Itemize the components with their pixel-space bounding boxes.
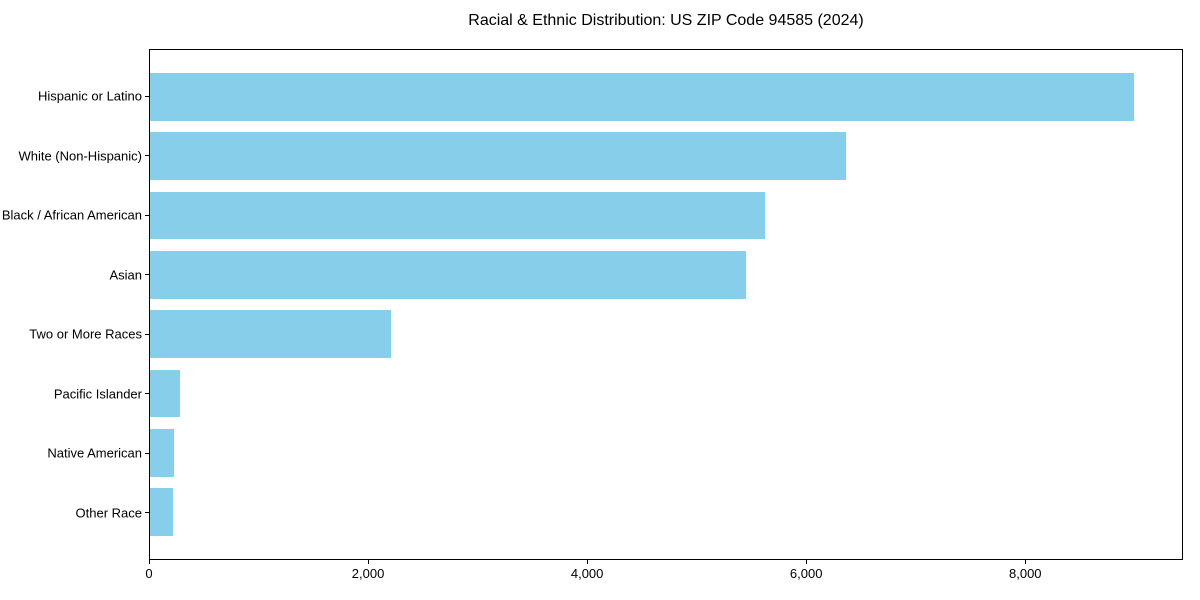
bar-two-or-more-races [150,310,391,358]
y-axis-label: Asian [109,267,142,283]
y-tick-mark [145,452,149,454]
x-tick-mark [1025,560,1027,564]
y-axis-label: Pacific Islander [53,386,142,402]
y-axis-label: Other Race [75,505,142,521]
x-tick-label: 6,000 [789,566,823,581]
bar-native-american [150,429,175,477]
y-axis-label: Native American [47,445,142,461]
y-axis-label: Two or More Races [29,326,142,342]
y-axis-label: Black / African American [1,207,142,223]
x-tick-mark [149,560,150,564]
bar-asian [150,251,746,299]
y-tick-mark [145,393,149,395]
x-tick-mark [806,560,808,564]
x-tick-label: 2,000 [351,566,385,581]
bar-other-race [150,488,173,536]
x-tick-label: 4,000 [570,566,604,581]
bar-hispanic-or-latino [150,73,1134,121]
x-tick-mark [368,560,370,564]
y-tick-mark [145,155,149,157]
y-axis-label: White (Non-Hispanic) [18,148,142,164]
chart-title: Racial & Ethnic Distribution: US ZIP Cod… [468,12,864,29]
y-tick-mark [145,512,149,514]
bar-pacific-islander [150,369,181,418]
x-tick-label: 8,000 [1008,566,1042,581]
x-tick-label: 0 [145,566,153,581]
bar-white-non-hispanic [150,132,847,180]
y-tick-mark [145,95,149,97]
y-axis-label: Hispanic or Latino [37,88,142,104]
y-tick-mark [145,274,149,276]
y-tick-mark [145,214,149,216]
y-tick-mark [145,333,149,335]
x-tick-mark [587,560,589,564]
bar-black-african-american [150,191,765,240]
plot-area [149,49,1183,560]
